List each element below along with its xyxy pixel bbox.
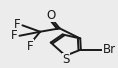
Text: S: S [62, 53, 70, 66]
Text: F: F [14, 18, 20, 31]
Text: Br: Br [103, 43, 116, 56]
Text: O: O [46, 9, 55, 22]
Text: F: F [27, 40, 33, 53]
Text: F: F [11, 29, 17, 42]
